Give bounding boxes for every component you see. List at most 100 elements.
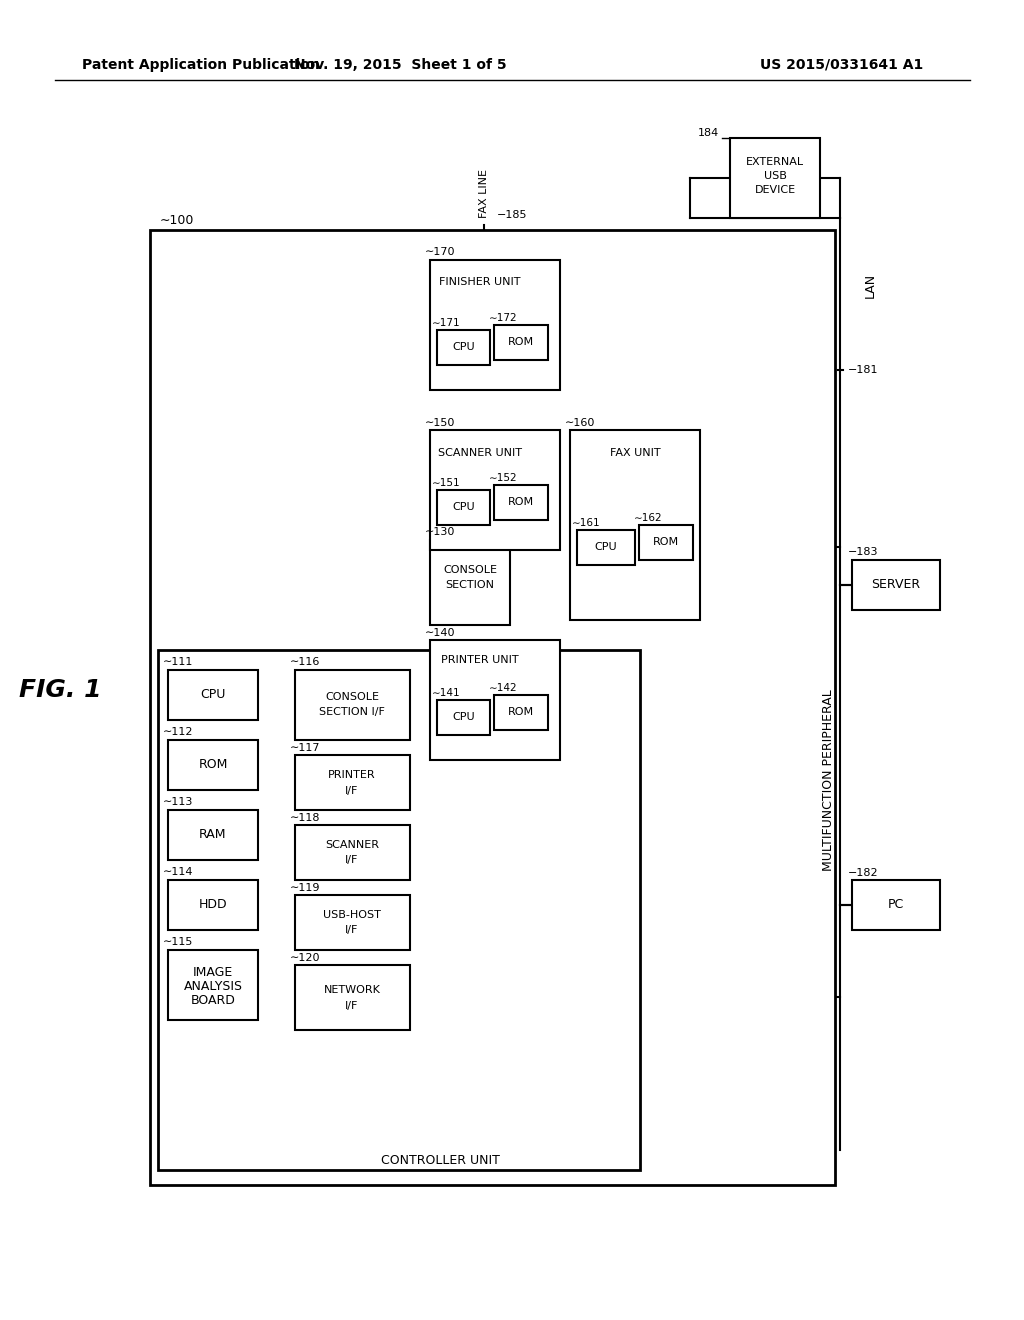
Bar (295, 755, 410, 810)
Text: DEVICE: DEVICE (755, 185, 796, 195)
Text: USB-HOST: USB-HOST (323, 909, 381, 920)
Text: SCANNER UNIT: SCANNER UNIT (438, 447, 522, 458)
Text: LAN: LAN (863, 272, 877, 297)
Bar (295, 965, 410, 1030)
Text: ∼100: ∼100 (160, 214, 195, 227)
Text: BOARD: BOARD (190, 994, 236, 1006)
Bar (437, 700, 490, 735)
Text: ∼151: ∼151 (432, 478, 461, 488)
Text: CONSOLE: CONSOLE (443, 565, 497, 576)
Text: ∼113: ∼113 (163, 797, 194, 807)
Text: US 2015/0331641 A1: US 2015/0331641 A1 (760, 58, 924, 73)
Bar (437, 490, 490, 525)
Text: Nov. 19, 2015  Sheet 1 of 5: Nov. 19, 2015 Sheet 1 of 5 (294, 58, 506, 73)
Text: ∼116: ∼116 (290, 657, 321, 667)
Text: ∼119: ∼119 (290, 883, 321, 894)
Bar (168, 950, 258, 1020)
Text: −182: −182 (848, 869, 879, 878)
Bar (430, 260, 560, 389)
Bar (430, 640, 560, 760)
Text: PRINTER UNIT: PRINTER UNIT (441, 655, 519, 665)
Bar (494, 484, 548, 520)
Text: ∼152: ∼152 (489, 473, 517, 483)
Text: ∼171: ∼171 (432, 318, 461, 327)
Bar (295, 895, 410, 950)
Bar (494, 325, 548, 360)
Bar (295, 825, 410, 880)
Text: ∼112: ∼112 (163, 727, 194, 737)
Text: FAX UNIT: FAX UNIT (609, 447, 660, 458)
Bar (168, 671, 258, 719)
Bar (639, 525, 693, 560)
Text: ∼111: ∼111 (163, 657, 194, 667)
Text: ∼172: ∼172 (489, 313, 517, 323)
Text: ∼161: ∼161 (572, 517, 601, 528)
Text: CPU: CPU (453, 342, 475, 352)
Text: ∼118: ∼118 (290, 813, 321, 822)
Text: CPU: CPU (453, 502, 475, 512)
Text: I/F: I/F (345, 785, 358, 796)
Bar (852, 560, 940, 610)
Text: ∼115: ∼115 (163, 937, 194, 946)
Text: ANALYSIS: ANALYSIS (183, 979, 243, 993)
Text: ROM: ROM (199, 759, 227, 771)
Text: ∼140: ∼140 (425, 628, 456, 638)
Text: ∼142: ∼142 (489, 682, 517, 693)
Text: ∼120: ∼120 (290, 953, 321, 964)
Text: 184: 184 (698, 128, 719, 139)
Text: SCANNER: SCANNER (325, 840, 379, 850)
Bar (168, 741, 258, 789)
Text: EXTERNAL: EXTERNAL (745, 157, 804, 168)
Text: CONTROLLER UNIT: CONTROLLER UNIT (381, 1154, 500, 1167)
Text: SECTION: SECTION (445, 579, 495, 590)
Text: ∼117: ∼117 (290, 743, 321, 752)
Text: ∼170: ∼170 (425, 247, 456, 257)
Text: FIG. 1: FIG. 1 (18, 678, 101, 702)
Text: SERVER: SERVER (871, 578, 921, 591)
Bar (430, 540, 510, 624)
Text: PRINTER: PRINTER (328, 770, 376, 780)
Bar (852, 880, 940, 931)
Bar (168, 810, 258, 861)
Text: IMAGE: IMAGE (193, 965, 233, 978)
Text: −183: −183 (848, 546, 879, 557)
Text: Patent Application Publication: Patent Application Publication (82, 58, 319, 73)
Text: −181: −181 (848, 366, 879, 375)
Bar (168, 880, 258, 931)
Text: I/F: I/F (345, 855, 358, 865)
Bar (158, 649, 640, 1170)
Bar (437, 330, 490, 366)
Text: HDD: HDD (199, 899, 227, 912)
Text: CONSOLE: CONSOLE (325, 692, 379, 702)
Text: −185: −185 (497, 210, 527, 220)
Text: ROM: ROM (653, 537, 679, 546)
Bar (730, 139, 820, 218)
Text: ROM: ROM (508, 498, 535, 507)
Text: RAM: RAM (200, 829, 226, 842)
Text: NETWORK: NETWORK (324, 985, 381, 995)
Text: ∼141: ∼141 (432, 688, 461, 698)
Bar (570, 430, 700, 620)
Text: ∼160: ∼160 (565, 418, 595, 428)
Text: CPU: CPU (201, 689, 225, 701)
Text: SECTION I/F: SECTION I/F (319, 708, 385, 717)
Text: CPU: CPU (595, 543, 617, 552)
Text: ROM: ROM (508, 337, 535, 347)
Bar (150, 230, 835, 1185)
Bar (577, 531, 635, 565)
Bar (295, 671, 410, 741)
Text: I/F: I/F (345, 1001, 358, 1011)
Text: ∼150: ∼150 (425, 418, 456, 428)
Text: PC: PC (888, 899, 904, 912)
Bar (494, 696, 548, 730)
Text: FINISHER UNIT: FINISHER UNIT (439, 277, 521, 286)
Text: ∼114: ∼114 (163, 867, 194, 876)
Text: USB: USB (764, 172, 786, 181)
Text: ∼130: ∼130 (425, 527, 456, 537)
Bar (430, 430, 560, 550)
Text: CPU: CPU (453, 711, 475, 722)
Text: FAX LINE: FAX LINE (479, 169, 489, 218)
Text: ∼162: ∼162 (634, 513, 663, 523)
Text: ROM: ROM (508, 708, 535, 717)
Text: I/F: I/F (345, 925, 358, 935)
